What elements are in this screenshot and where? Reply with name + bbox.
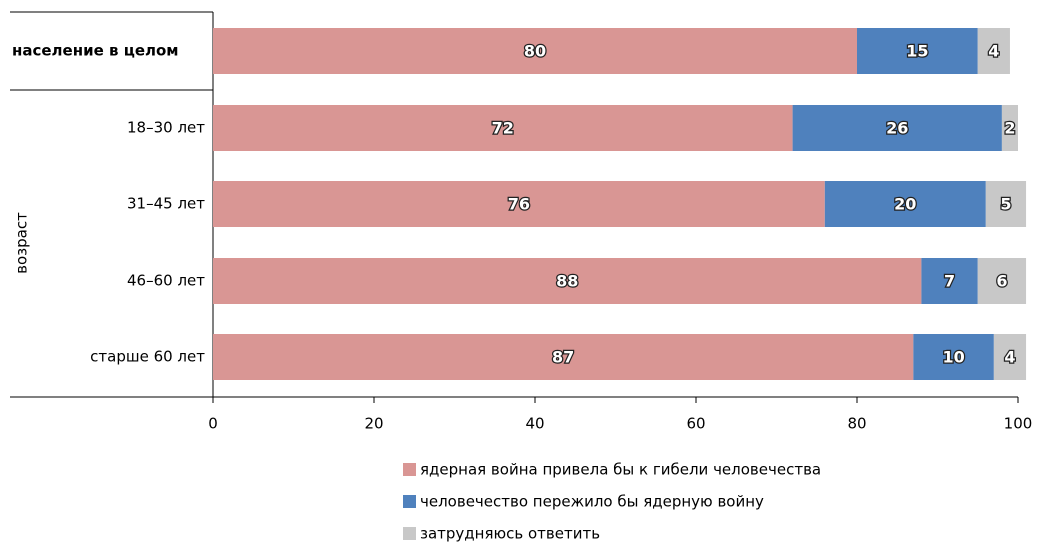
bar-segment [993, 334, 1027, 380]
legend-swatch [403, 495, 416, 508]
category-label: старше 60 лет [90, 348, 205, 366]
bar-segment [857, 28, 978, 74]
legend-label: ядерная война привела бы к гибели челове… [420, 461, 821, 479]
category-label: население в целом [12, 42, 179, 60]
bar-segment [985, 181, 1027, 227]
value-label: 88 [556, 272, 578, 291]
category-label: 31–45 лет [127, 195, 205, 213]
bar-segment [977, 28, 1010, 74]
value-label: 7 [944, 272, 955, 291]
legend-swatch [403, 463, 416, 476]
legend-swatch [403, 527, 416, 540]
value-label: 76 [508, 195, 530, 214]
value-label: 26 [886, 119, 908, 138]
legend-label: затрудняюсь ответить [420, 525, 600, 542]
legend-label: человечество пережило бы ядерную войну [420, 493, 764, 511]
x-tick-label: 60 [686, 415, 705, 433]
value-label: 20 [894, 195, 916, 214]
x-tick-label: 0 [208, 415, 218, 433]
value-label: 15 [906, 42, 928, 61]
value-label: 72 [492, 119, 514, 138]
value-label: 87 [552, 348, 574, 367]
bar-segment [213, 181, 825, 227]
x-tick-label: 80 [847, 415, 866, 433]
bar-segment [977, 258, 1027, 304]
bar-segment [824, 181, 986, 227]
value-label: 2 [1004, 119, 1015, 138]
category-label: 18–30 лет [127, 119, 205, 137]
value-label: 80 [524, 42, 546, 61]
bar-segment [213, 334, 914, 380]
value-label: 4 [1004, 348, 1015, 367]
group-label: возраст [13, 212, 31, 274]
value-label: 10 [942, 348, 964, 367]
value-label: 5 [1000, 195, 1011, 214]
bar-segment [213, 105, 793, 151]
bar-segment [1001, 105, 1018, 151]
x-tick-label: 100 [1004, 415, 1033, 433]
value-label: 4 [988, 42, 999, 61]
bar-segment [913, 334, 994, 380]
bar-segment [792, 105, 1002, 151]
value-label: 6 [996, 272, 1007, 291]
category-label: 46–60 лет [127, 272, 205, 290]
x-tick-label: 20 [364, 415, 383, 433]
bar-segment [213, 258, 922, 304]
x-tick-label: 40 [525, 415, 544, 433]
bar-segment [213, 28, 857, 74]
bar-segment [921, 258, 978, 304]
